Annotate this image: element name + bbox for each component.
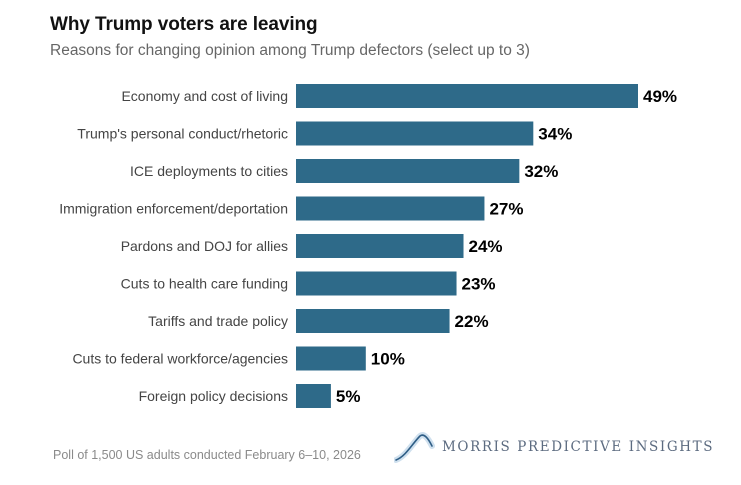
brand-logo: MORRIS PREDICTIVE INSIGHTS [394, 430, 714, 464]
value-label: 34% [538, 125, 572, 144]
category-label: Economy and cost of living [121, 88, 288, 104]
bar [296, 384, 331, 408]
category-label: Trump's personal conduct/rhetoric [77, 126, 288, 142]
brand-name: MORRIS PREDICTIVE INSIGHTS [442, 439, 715, 455]
value-label: 32% [524, 162, 558, 181]
bar [296, 309, 450, 333]
category-label: Cuts to health care funding [121, 276, 288, 292]
value-label: 5% [336, 387, 361, 406]
footer-note: Poll of 1,500 US adults conducted Februa… [53, 448, 361, 462]
bar [296, 271, 457, 296]
chart-title: Why Trump voters are leaving [50, 14, 318, 35]
chart-subtitle: Reasons for changing opinion among Trump… [50, 42, 530, 59]
bar [296, 159, 520, 183]
mountain-curve-logo-icon [394, 432, 435, 463]
category-label: Cuts to federal workforce/agencies [72, 351, 288, 367]
value-label: 23% [462, 275, 496, 294]
value-label: 27% [489, 200, 523, 219]
bar [296, 84, 638, 108]
bar [296, 234, 464, 258]
value-label: 22% [455, 312, 489, 331]
category-label: Immigration enforcement/deportation [59, 201, 288, 217]
bar [296, 121, 534, 146]
category-label: Foreign policy decisions [139, 388, 288, 404]
bar [296, 346, 366, 371]
category-label: ICE deployments to cities [130, 163, 288, 179]
value-label: 24% [469, 237, 503, 256]
value-label: 10% [371, 350, 405, 369]
bar-chart: Economy and cost of living 49% Trump's per… [59, 84, 677, 408]
category-label: Pardons and DOJ for allies [121, 238, 288, 254]
value-label: 49% [643, 87, 677, 106]
category-label: Tariffs and trade policy [148, 313, 288, 329]
bar [296, 196, 485, 221]
